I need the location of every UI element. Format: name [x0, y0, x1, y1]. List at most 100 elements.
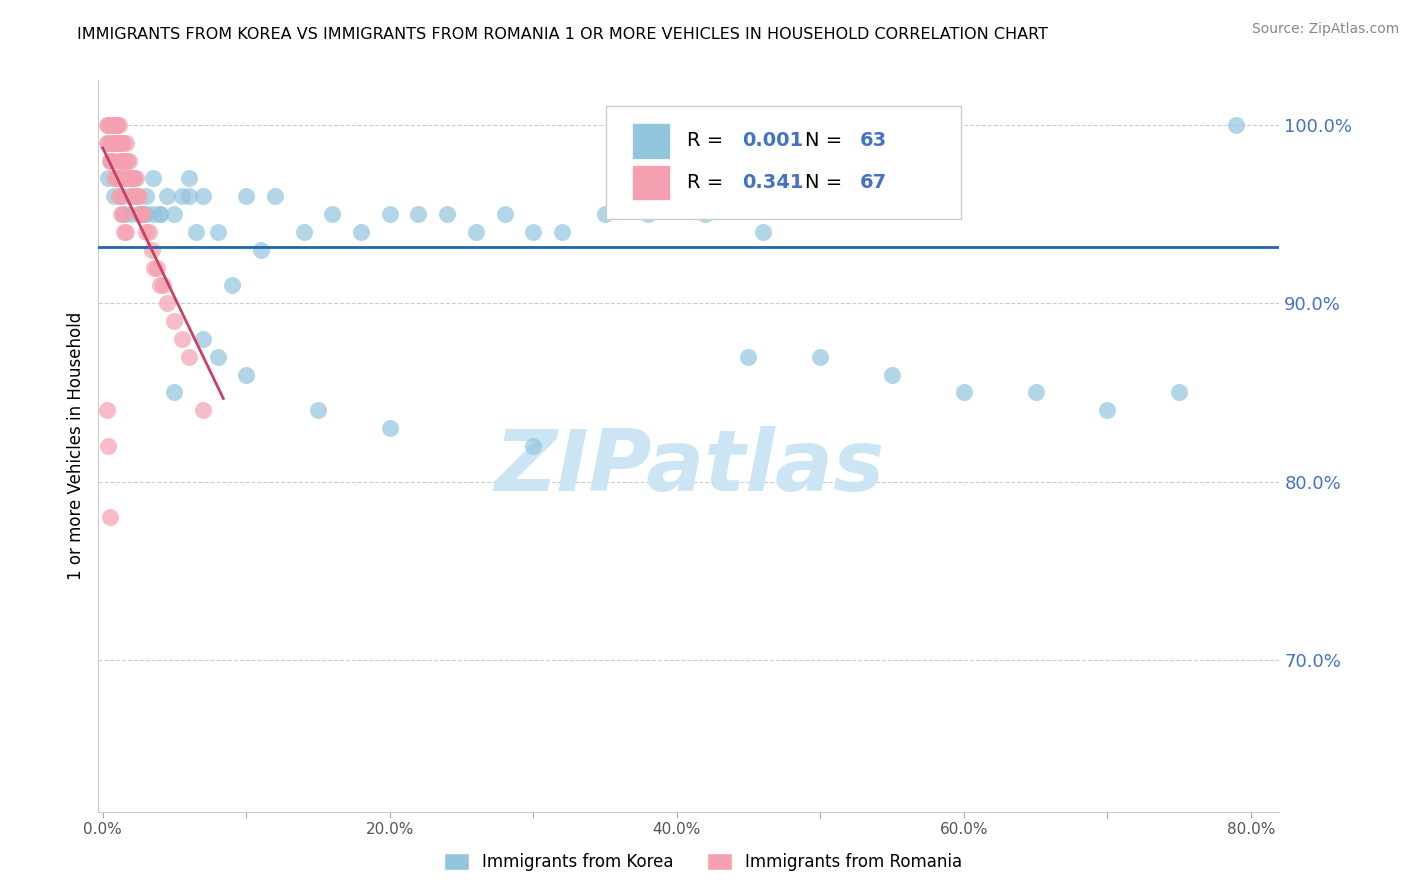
Point [170, 332, 193, 346]
Point [101, 153, 124, 168]
Point [494, 207, 516, 221]
Point [135, 225, 157, 239]
Point [193, 189, 215, 203]
Point [108, 153, 131, 168]
Point [112, 207, 135, 221]
Text: 63: 63 [860, 131, 887, 151]
Point [193, 403, 215, 417]
Text: ZIPatlas: ZIPatlas [494, 426, 884, 509]
Point [120, 189, 142, 203]
Point [127, 189, 149, 203]
Point [143, 260, 166, 275]
Point [96, 136, 118, 150]
Point [378, 421, 401, 435]
Text: N =: N = [804, 173, 848, 192]
Point [120, 207, 142, 221]
Point [103, 171, 125, 186]
Point [177, 350, 200, 364]
Point [117, 171, 139, 186]
Point [120, 171, 142, 186]
FancyBboxPatch shape [606, 106, 960, 219]
Text: IMMIGRANTS FROM KOREA VS IMMIGRANTS FROM ROMANIA 1 OR MORE VEHICLES IN HOUSEHOLD: IMMIGRANTS FROM KOREA VS IMMIGRANTS FROM… [77, 27, 1049, 42]
Point [97, 439, 120, 453]
Point [221, 278, 243, 293]
Point [1097, 403, 1119, 417]
Point [235, 189, 257, 203]
Point [170, 189, 193, 203]
Point [97, 136, 120, 150]
Point [637, 207, 659, 221]
Point [264, 189, 287, 203]
Point [97, 171, 120, 186]
Point [131, 207, 153, 221]
Text: N =: N = [804, 131, 848, 151]
Point [132, 207, 155, 221]
Point [127, 189, 149, 203]
Point [880, 368, 903, 382]
Point [121, 171, 143, 186]
Point [142, 171, 165, 186]
Point [104, 171, 127, 186]
Point [111, 207, 134, 221]
Point [118, 171, 141, 186]
Point [146, 260, 169, 275]
Point [98, 118, 121, 132]
Point [436, 207, 458, 221]
Point [207, 350, 229, 364]
Point [110, 136, 132, 150]
Point [114, 136, 136, 150]
Point [108, 189, 131, 203]
Legend: Immigrants from Korea, Immigrants from Romania: Immigrants from Korea, Immigrants from R… [436, 845, 970, 880]
Point [149, 278, 172, 293]
Point [105, 171, 128, 186]
Point [114, 171, 136, 186]
Point [110, 153, 132, 168]
Point [184, 225, 207, 239]
Point [100, 153, 122, 168]
Point [177, 189, 200, 203]
Point [307, 403, 329, 417]
Point [235, 368, 257, 382]
Point [350, 225, 373, 239]
Point [152, 278, 174, 293]
Point [737, 350, 759, 364]
Point [142, 207, 165, 221]
Point [98, 510, 121, 524]
Point [149, 207, 172, 221]
Point [105, 118, 128, 132]
Point [104, 118, 127, 132]
Point [120, 189, 142, 203]
Point [156, 189, 179, 203]
Point [100, 153, 122, 168]
Point [96, 118, 118, 132]
Bar [633, 123, 671, 159]
Point [1168, 385, 1191, 400]
Point [124, 189, 146, 203]
Point [321, 207, 343, 221]
Point [105, 136, 128, 150]
Point [105, 171, 128, 186]
Point [115, 171, 138, 186]
Point [522, 439, 544, 453]
Point [135, 189, 157, 203]
Point [107, 136, 129, 150]
Point [695, 207, 717, 221]
Point [1024, 385, 1046, 400]
Point [593, 207, 616, 221]
Point [551, 225, 574, 239]
Point [138, 225, 160, 239]
Y-axis label: 1 or more Vehicles in Household: 1 or more Vehicles in Household [66, 312, 84, 580]
Point [163, 207, 186, 221]
Point [522, 225, 544, 239]
Point [156, 296, 179, 310]
Point [114, 225, 136, 239]
Point [117, 153, 139, 168]
Point [128, 207, 150, 221]
Point [135, 207, 157, 221]
Point [408, 207, 430, 221]
Text: Source: ZipAtlas.com: Source: ZipAtlas.com [1251, 22, 1399, 37]
Point [952, 385, 974, 400]
Point [129, 207, 152, 221]
Point [97, 118, 120, 132]
Text: R =: R = [686, 131, 730, 151]
